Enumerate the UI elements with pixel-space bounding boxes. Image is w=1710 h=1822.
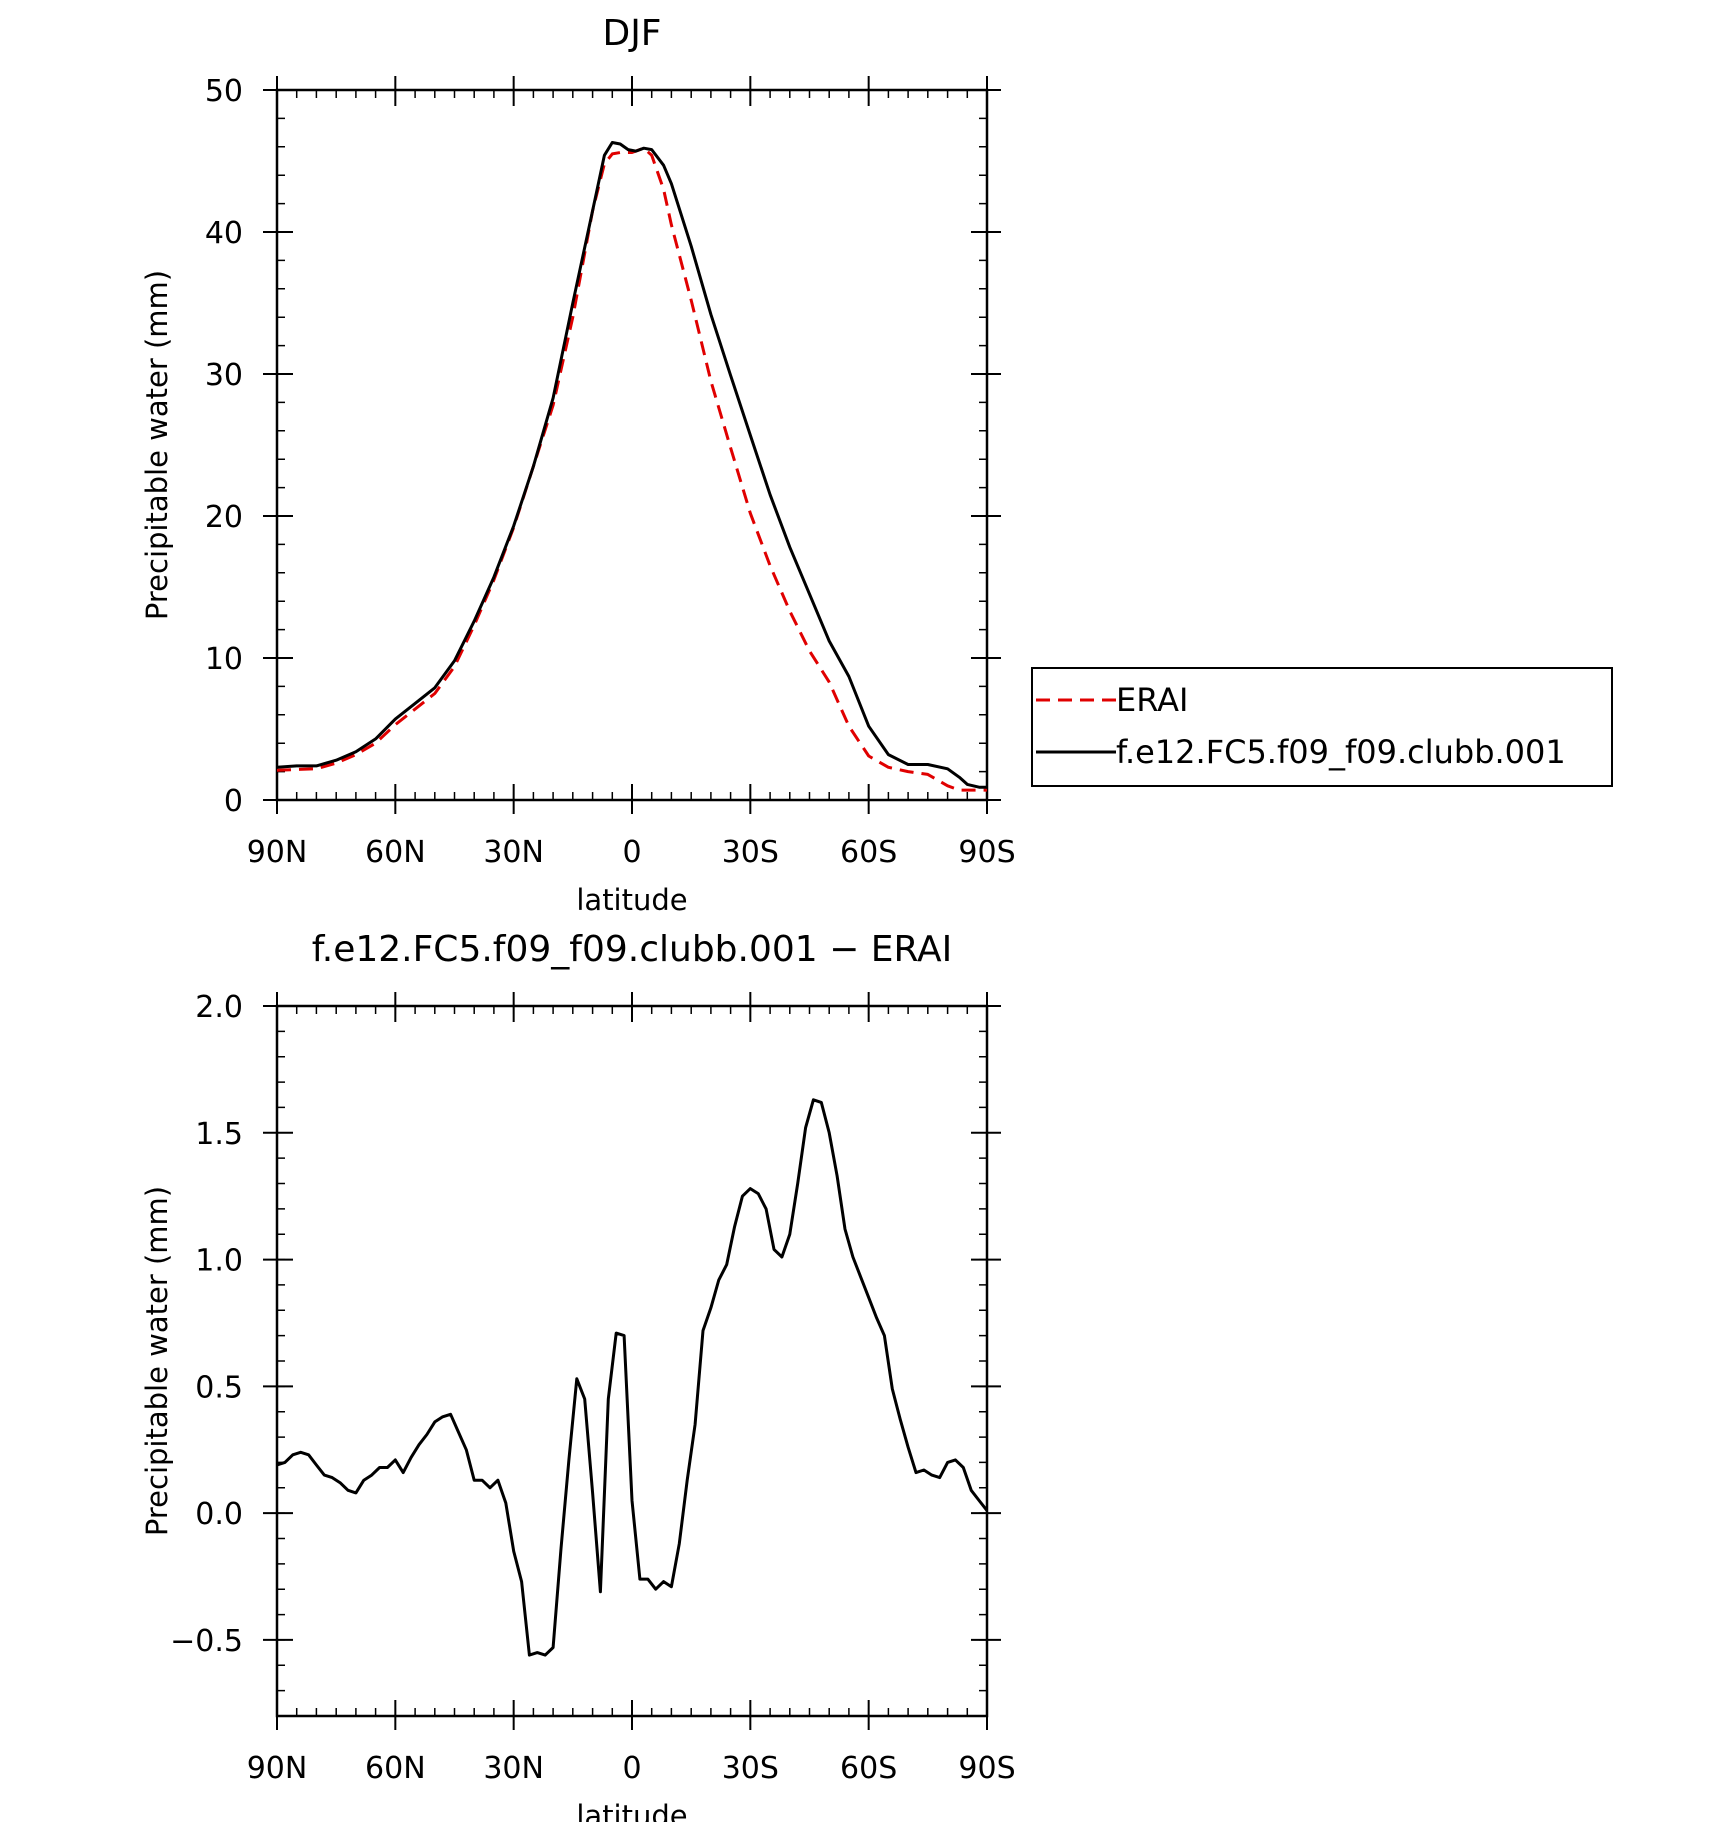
bottom-ytick-label: 1.5 <box>195 1117 243 1152</box>
bottom-xaxis-title: latitude <box>576 1799 687 1822</box>
bottom-yaxis-title: Precipitable water (mm) <box>140 1186 174 1536</box>
top-xtick-label: 60S <box>840 835 897 870</box>
top-xtick-label: 60N <box>365 835 426 870</box>
top-ytick-label: 10 <box>205 642 243 677</box>
bottom-plot-title: f.e12.FC5.f09_f09.clubb.001 − ERAI <box>312 929 953 970</box>
top-ytick-label: 50 <box>205 74 243 109</box>
top-plot-title: DJF <box>602 13 661 54</box>
bottom-plot-frame <box>275 1004 989 1718</box>
top-xtick-label: 30S <box>722 835 779 870</box>
top-xtick-label: 30N <box>483 835 544 870</box>
bottom-xtick-label: 90N <box>247 1751 308 1786</box>
legend-box <box>1031 667 1613 787</box>
bottom-xtick-label: 30S <box>722 1751 779 1786</box>
bottom-xtick-label: 60N <box>365 1751 426 1786</box>
bottom-ytick-label: 0.5 <box>195 1370 243 1405</box>
bottom-panel-difference: −0.5 0.0 0.5 1.0 1.5 2.0 90N 60N 30N 0 30S 60S 90S la… <box>140 929 1016 1822</box>
bottom-series-line-difference <box>277 1098 987 1657</box>
bottom-ytick-label: 0.0 <box>195 1497 243 1532</box>
top-panel-djf: 0 10 20 30 40 50 90N 60N 30N 0 30S 60S 90S latitude Pr… <box>140 13 1613 917</box>
top-xtick-label: 90N <box>247 835 308 870</box>
bottom-ytick-label: −0.5 <box>170 1624 243 1659</box>
top-ytick-label: 0 <box>224 784 243 819</box>
legend-label: ERAI <box>1116 681 1188 719</box>
top-xaxis-title: latitude <box>576 883 687 917</box>
top-series-line-f-e12-fc5-f09-f09-clubb-001 <box>277 141 987 789</box>
bottom-xtick-label: 30N <box>483 1751 544 1786</box>
top-ytick-label: 20 <box>205 500 243 535</box>
bottom-xtick-label: 60S <box>840 1751 897 1786</box>
top-ytick-label: 30 <box>205 358 243 393</box>
legend: ERAI f.e12.FC5.f09_f09.clubb.001 <box>1031 667 1613 787</box>
top-xtick-label: 0 <box>622 835 641 870</box>
top-minor-ticks <box>276 89 988 801</box>
top-plot-frame <box>275 88 989 802</box>
top-xtick-label: 90S <box>958 835 1015 870</box>
bottom-ytick-label: 2.0 <box>195 990 243 1025</box>
legend-label: f.e12.FC5.f09_f09.clubb.001 <box>1116 733 1566 771</box>
bottom-minor-ticks <box>276 1005 988 1717</box>
top-series-line-erai <box>277 146 987 792</box>
bottom-xtick-label: 0 <box>622 1751 641 1786</box>
bottom-ytick-label: 1.0 <box>195 1244 243 1279</box>
top-yaxis-title: Precipitable water (mm) <box>140 270 174 620</box>
top-ytick-label: 40 <box>205 216 243 251</box>
bottom-xtick-label: 90S <box>958 1751 1015 1786</box>
